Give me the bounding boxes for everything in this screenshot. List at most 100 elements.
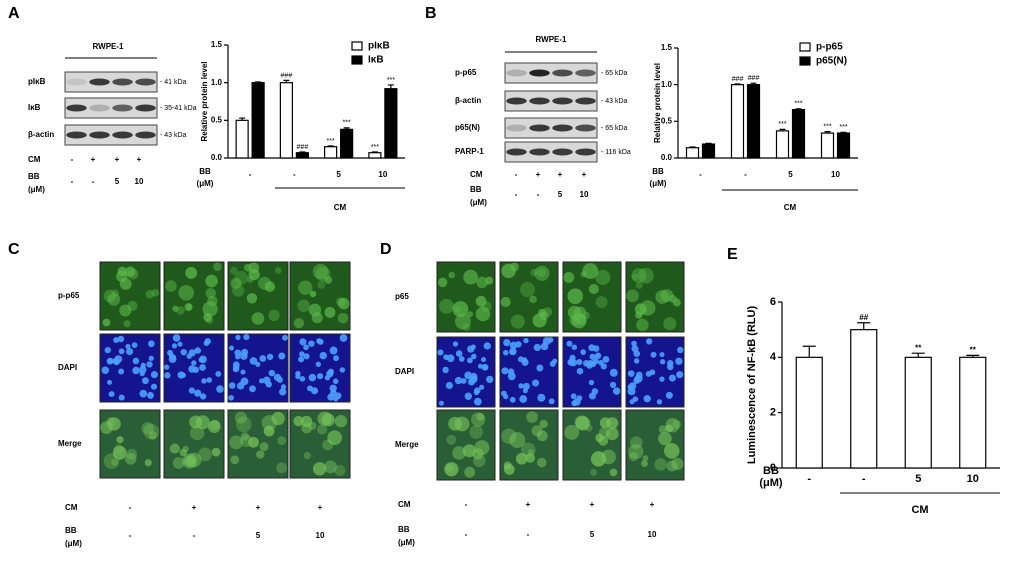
- blot-band: [112, 104, 133, 112]
- cell: [580, 271, 587, 278]
- blot-title: RWPE-1: [536, 35, 568, 44]
- x-axis-label: (μM): [759, 477, 783, 489]
- cell: [124, 453, 137, 465]
- significance: ###: [748, 75, 760, 82]
- cell: [339, 334, 348, 342]
- cell: [126, 448, 138, 460]
- cell: [659, 376, 665, 382]
- cell: [102, 318, 111, 327]
- cell: [101, 366, 110, 375]
- cell: [311, 312, 323, 324]
- cell: [280, 384, 287, 390]
- bar: [904, 356, 932, 469]
- cell: [246, 293, 258, 304]
- cell: [481, 301, 492, 312]
- cell: [298, 280, 313, 295]
- cell: [257, 276, 272, 290]
- cell: [327, 393, 335, 401]
- blot-band: [112, 131, 133, 139]
- bar: [775, 130, 790, 159]
- image-row-label: p65: [395, 292, 409, 301]
- cell: [536, 364, 544, 372]
- error-bar: [705, 142, 712, 145]
- cell: [172, 305, 179, 312]
- cell: [309, 290, 317, 298]
- cell: [144, 459, 152, 467]
- significance: **: [915, 343, 922, 352]
- cell: [588, 283, 599, 294]
- cell: [298, 356, 305, 363]
- legend-swatch: [351, 55, 363, 65]
- cell: [273, 373, 282, 382]
- cell: [510, 262, 520, 272]
- cell: [676, 371, 684, 379]
- cell: [276, 462, 287, 474]
- condition-value: -: [515, 170, 518, 179]
- cell: [268, 369, 276, 377]
- cell: [117, 335, 125, 343]
- cell: [107, 357, 114, 363]
- cell: [665, 418, 680, 433]
- cell: [317, 411, 332, 426]
- condition-label: BB: [65, 526, 77, 535]
- condition-value: -: [537, 190, 540, 199]
- cell: [666, 460, 678, 472]
- condition-value: +: [91, 155, 96, 164]
- error-bar: [343, 127, 350, 130]
- error-bar: [387, 84, 394, 89]
- blot-size: - 65 kDa: [601, 125, 628, 132]
- cell: [123, 320, 131, 328]
- cell: [547, 337, 554, 343]
- y-tick-label: 0.0: [211, 153, 223, 162]
- cell: [108, 391, 115, 398]
- cell: [520, 282, 535, 297]
- cell: [150, 383, 158, 390]
- cell: [473, 397, 482, 406]
- cell: [571, 344, 578, 350]
- condition-label: (μM): [470, 198, 487, 207]
- cell: [230, 277, 242, 289]
- cell: [503, 349, 509, 356]
- cell: [479, 384, 485, 390]
- cell: [277, 436, 286, 445]
- cell: [522, 357, 528, 363]
- cell: [258, 378, 265, 384]
- cell: [308, 340, 315, 347]
- cell: [548, 398, 555, 405]
- cell: [454, 313, 471, 330]
- blot-strip: [504, 117, 598, 139]
- cell: [530, 268, 538, 277]
- blot-band: [506, 148, 527, 156]
- cell: [132, 357, 140, 365]
- blot-row-label: pIκB: [28, 77, 46, 86]
- cell: [125, 266, 136, 277]
- cell: [234, 349, 242, 357]
- cell: [523, 337, 529, 344]
- condition-value: 10: [580, 190, 589, 199]
- condition-value: -: [465, 500, 468, 509]
- cell: [467, 378, 475, 386]
- legend-label: p-p65: [816, 42, 843, 53]
- cell: [635, 281, 643, 289]
- cell: [626, 289, 639, 303]
- cell: [251, 312, 265, 325]
- cell: [464, 466, 476, 478]
- cell: [230, 455, 240, 465]
- cell: [164, 364, 170, 370]
- blot-band: [506, 124, 527, 132]
- bar: [850, 329, 878, 469]
- cell: [113, 337, 119, 343]
- cell: [642, 455, 649, 462]
- cell: [339, 367, 346, 373]
- cell: [658, 431, 672, 446]
- blot-row-label: PARP-1: [455, 147, 484, 156]
- cell: [279, 388, 287, 396]
- panel-label: A: [8, 5, 20, 22]
- blot-band: [89, 131, 110, 139]
- bar: [701, 143, 716, 159]
- cell: [194, 347, 201, 354]
- legend-swatch: [799, 56, 811, 66]
- cell: [243, 263, 252, 272]
- cell: [132, 366, 140, 375]
- cell: [571, 313, 587, 329]
